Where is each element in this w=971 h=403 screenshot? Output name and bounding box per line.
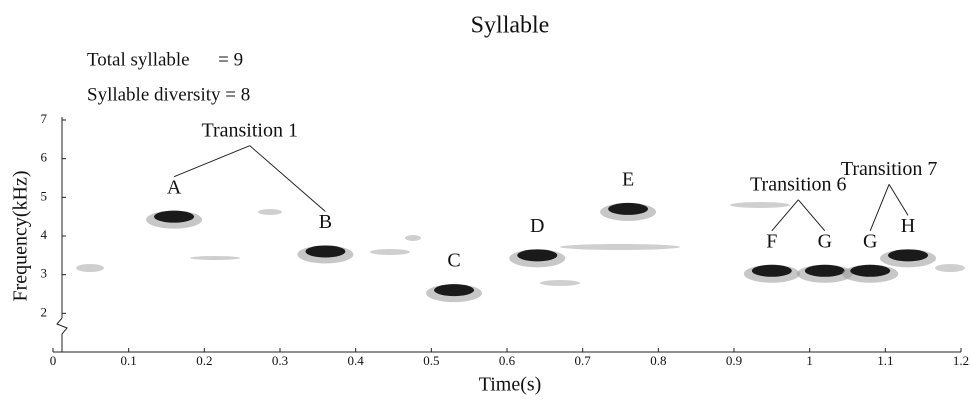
chart-title: Syllable bbox=[471, 13, 550, 39]
y-tick-label: 2 bbox=[41, 304, 48, 319]
transition-line bbox=[249, 145, 326, 212]
y-tick-label: 4 bbox=[41, 227, 48, 242]
x-tick-label: 0.3 bbox=[272, 353, 288, 368]
noise bbox=[76, 202, 965, 286]
transition-line bbox=[173, 145, 250, 178]
y-tick-label: 7 bbox=[41, 111, 48, 126]
syllable-label: G bbox=[818, 230, 832, 252]
x-tick-label: 0.1 bbox=[121, 353, 137, 368]
syllable bbox=[751, 264, 792, 277]
syllable bbox=[434, 284, 475, 297]
stat: Syllable diversity = 8 bbox=[87, 84, 250, 105]
syllable-label: D bbox=[530, 215, 544, 237]
x-tick-label: 1 bbox=[806, 353, 813, 368]
transition-line bbox=[797, 199, 826, 232]
transition-line bbox=[888, 184, 909, 216]
syllable-label: E bbox=[622, 169, 634, 191]
transition-label: Transition 6 bbox=[750, 173, 847, 195]
y-tick-label: 5 bbox=[41, 188, 48, 203]
syllable-label: A bbox=[167, 176, 182, 198]
syllable-label: B bbox=[319, 211, 332, 233]
transition-line bbox=[771, 199, 799, 232]
syllable bbox=[888, 249, 929, 262]
x-tick-label: 0.2 bbox=[196, 353, 212, 368]
x-tick-label: 1.2 bbox=[953, 353, 969, 368]
syllable bbox=[305, 245, 346, 258]
x-tick-label: 0 bbox=[50, 353, 57, 368]
syllable bbox=[154, 210, 195, 223]
x-tick-label: 0.6 bbox=[499, 353, 516, 368]
transition-label: Transition 7 bbox=[841, 158, 938, 180]
stat: Total syllable = 9 bbox=[87, 49, 243, 70]
x-tick-label: 0.9 bbox=[726, 353, 742, 368]
transition-label: Transition 1 bbox=[201, 119, 298, 141]
transition-line bbox=[869, 184, 890, 231]
syllable bbox=[804, 264, 845, 277]
x-tick-label: 1.1 bbox=[877, 353, 893, 368]
y-axis-label: Frequency(kHz) bbox=[10, 170, 32, 301]
x-tick-label: 0.8 bbox=[650, 353, 666, 368]
syllable-label: C bbox=[447, 250, 460, 272]
syllable-label: G bbox=[863, 230, 877, 252]
y-tick-label: 3 bbox=[41, 266, 48, 281]
syllable bbox=[608, 202, 649, 215]
x-tick-label: 0.7 bbox=[575, 353, 592, 368]
y-tick-label: 6 bbox=[41, 150, 48, 165]
syllable-label: F bbox=[766, 230, 777, 252]
x-tick-label: 0.4 bbox=[348, 353, 365, 368]
axis-break bbox=[56, 317, 68, 352]
x-tick-label: 0.5 bbox=[423, 353, 439, 368]
syllable bbox=[517, 249, 558, 262]
syllable-label: H bbox=[901, 215, 915, 237]
syllable bbox=[850, 264, 891, 277]
x-axis-label: Time(s) bbox=[479, 374, 542, 396]
